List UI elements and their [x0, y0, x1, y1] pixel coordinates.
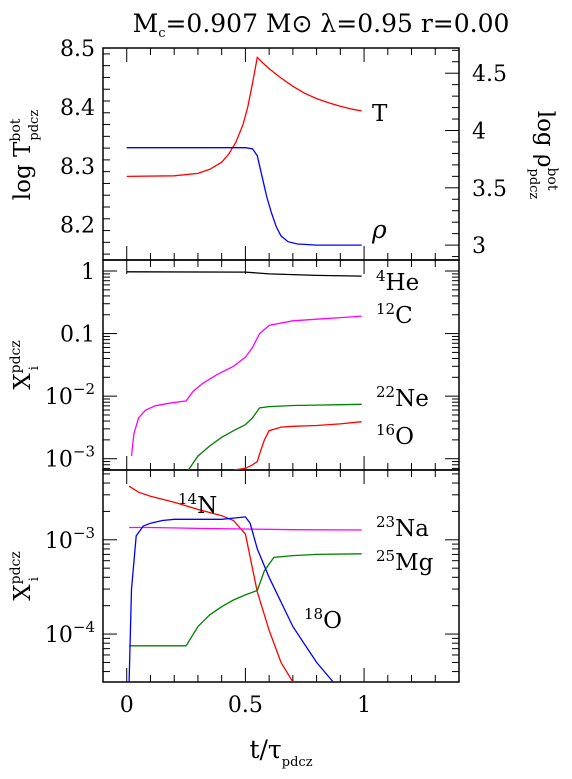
mid-series-label-2: 22Ne	[376, 383, 429, 412]
top-left-tick-label: 8.3	[60, 155, 95, 180]
bot-series-2	[129, 553, 362, 647]
top-right-tick-label: 3.5	[472, 177, 507, 202]
bot-series-label-0: 14N	[178, 490, 217, 519]
bot-tick-label: 10−3	[45, 524, 95, 554]
chart-title: Mc=0.907 M⊙ λ=0.95 r=0.00	[133, 9, 510, 41]
mid-series-3	[233, 421, 362, 470]
bot-series-label-2: 25Mg	[376, 547, 434, 576]
top-right-tick-label: 4	[472, 120, 486, 145]
top-rho	[126, 147, 362, 246]
bot-tick-label: 10−4	[45, 618, 95, 648]
top-T	[126, 56, 362, 178]
top-right-tick-label: 3	[472, 234, 486, 259]
mid-series-label-0: 4He	[376, 267, 419, 296]
x-tick-label: 0.5	[228, 693, 263, 718]
series-label-rho: ρ	[371, 215, 387, 244]
middle-axis-label: Xpdcz i	[8, 340, 42, 390]
mid-tick-label: 1	[81, 260, 95, 285]
top-left-tick-label: 8.4	[60, 96, 95, 121]
top-panel-frame	[102, 47, 460, 261]
mid-tick-label: 10−2	[45, 380, 95, 410]
mid-series-0	[126, 271, 362, 277]
top-left-tick-label: 8.5	[60, 37, 95, 62]
x-axis-label: t/τpdcz	[249, 735, 312, 770]
top-right-tick-label: 4.5	[472, 62, 507, 87]
top-left-tick-label: 8.2	[60, 214, 95, 239]
x-tick-label: 1	[357, 693, 371, 718]
bot-series-label-1: 23Na	[376, 513, 429, 542]
mid-series-1	[130, 315, 362, 457]
x-tick-label: 0	[120, 693, 134, 718]
top-left-axis-label: log Tbot pdcz	[8, 110, 42, 201]
series-label-T: T	[372, 101, 388, 127]
bot-series-1	[129, 526, 362, 531]
top-right-axis-label: log ρbotpdcz	[526, 111, 560, 200]
bottom-panel-frame	[102, 469, 460, 683]
bottom-axis-label: Xpdcz i	[8, 551, 42, 601]
mid-tick-label: 0.1	[60, 323, 95, 348]
mid-tick-label: 10−3	[45, 443, 95, 473]
mid-series-label-3: 16O	[376, 421, 414, 450]
bot-series-label-3: 18O	[304, 605, 342, 634]
mid-series-label-1: 12C	[376, 300, 413, 329]
mid-series-2	[187, 403, 362, 470]
bot-series-3	[128, 516, 334, 682]
